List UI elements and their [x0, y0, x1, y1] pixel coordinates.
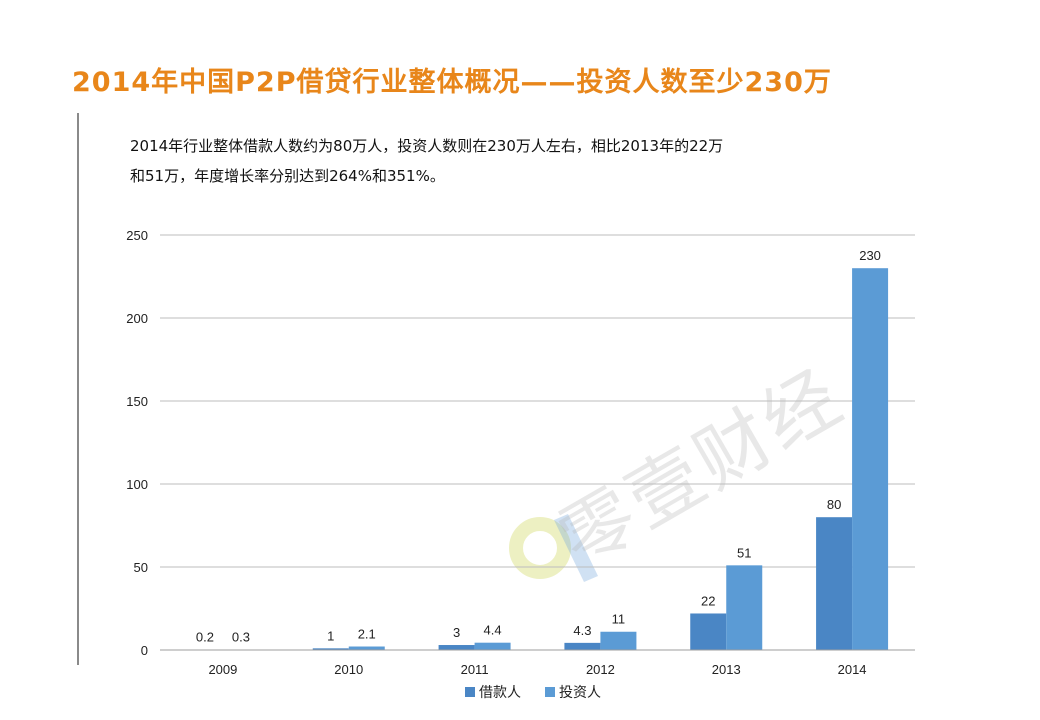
page-title: 2014年中国P2P借贷行业整体概况——投资人数至少230万: [72, 67, 832, 98]
data-label: 11: [612, 612, 626, 627]
y-tick-label: 100: [126, 477, 148, 492]
data-label: 51: [737, 545, 751, 560]
data-label: 4.4: [484, 623, 502, 638]
bar: [816, 517, 853, 650]
data-label: 1: [327, 628, 334, 643]
bar: [438, 645, 475, 650]
data-label: 0.3: [232, 630, 250, 645]
x-tick-label: 2009: [208, 662, 237, 677]
legend-label: 借款人: [479, 685, 521, 701]
y-tick-label: 50: [134, 560, 148, 575]
bar: [312, 648, 349, 650]
data-label: 3: [453, 625, 460, 640]
x-tick-label: 2014: [838, 662, 867, 677]
x-tick-label: 2011: [461, 662, 489, 677]
data-label: 4.3: [573, 623, 591, 638]
data-label: 22: [701, 593, 715, 608]
y-tick-label: 150: [126, 394, 148, 409]
x-tick-label: 2013: [712, 662, 741, 677]
bar: [474, 642, 511, 650]
description: 2014年行业整体借款人数约为80万人，投资人数则在230万人左右，相比2013…: [130, 131, 950, 191]
data-label: 2.1: [358, 627, 376, 642]
y-tick-label: 200: [126, 311, 148, 326]
y-tick-label: 250: [126, 228, 148, 243]
x-tick-label: 2010: [334, 662, 363, 677]
data-label: 230: [859, 248, 881, 263]
bar: [690, 613, 727, 650]
data-label: 80: [827, 497, 841, 512]
y-tick-label: 0: [141, 643, 148, 658]
bar: [348, 646, 385, 650]
x-tick-label: 2012: [586, 662, 615, 677]
bar: [564, 642, 601, 650]
description-line-1: 2014年行业整体借款人数约为80万人，投资人数则在230万人左右，相比2013…: [130, 137, 724, 155]
legend-swatch: [545, 687, 555, 697]
left-divider: [77, 113, 79, 665]
description-line-2: 和51万，年度增长率分别达到264%和351%。: [130, 167, 445, 185]
legend-swatch: [465, 687, 475, 697]
data-label: 0.2: [196, 630, 214, 645]
bar: [600, 631, 637, 650]
bar: [726, 565, 763, 650]
legend-label: 投资人: [559, 685, 601, 701]
watermark-logo-icon: [509, 514, 598, 582]
bar: [852, 268, 889, 650]
